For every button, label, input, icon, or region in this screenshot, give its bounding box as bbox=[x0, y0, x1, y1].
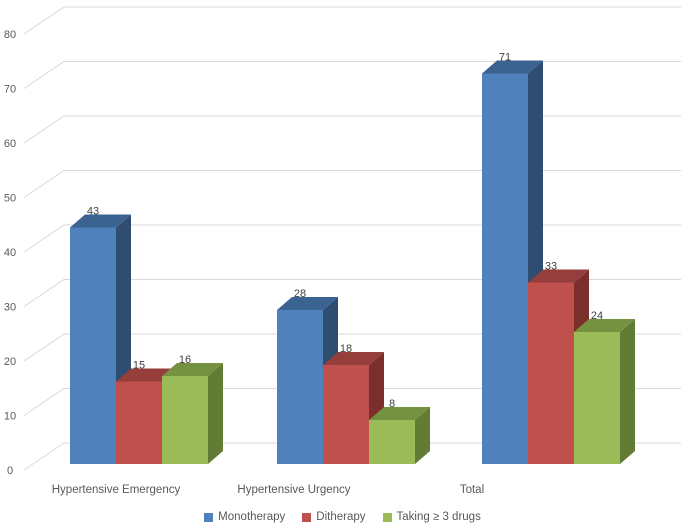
x-axis-category-label-0: Hypertensive Emergency bbox=[52, 484, 181, 496]
data-label-taking-3-drugs-0: 16 bbox=[179, 354, 191, 366]
bar-front-face bbox=[162, 376, 208, 464]
bar-taking-3-drugs-1: 8 bbox=[369, 398, 430, 464]
bar-top-face bbox=[482, 60, 543, 74]
bar-top-face bbox=[528, 269, 589, 283]
x-axis-category-label-2: Total bbox=[460, 484, 484, 496]
bar-front-face bbox=[482, 73, 528, 464]
bar-front-face bbox=[277, 310, 323, 464]
gridline-50 bbox=[23, 170, 681, 198]
y-axis-tick-label-20: 20 bbox=[4, 356, 16, 368]
gridline-70 bbox=[23, 61, 681, 89]
legend-marker-ditherapy bbox=[302, 512, 312, 522]
legend-item-taking-3-drugs: Taking ≥ 3 drugs bbox=[382, 511, 481, 523]
gridline-60 bbox=[23, 115, 681, 144]
bar-top-face bbox=[323, 352, 384, 365]
legend-marker-monotherapy bbox=[204, 512, 214, 522]
y-axis-tick-label-0: 0 bbox=[7, 465, 13, 477]
bar-top-face bbox=[277, 297, 338, 310]
bar-taking-3-drugs-2: 24 bbox=[574, 310, 635, 464]
legend-marker-taking-3-drugs bbox=[382, 512, 392, 522]
bar-side-face bbox=[208, 363, 223, 464]
bar-side-face bbox=[415, 407, 430, 464]
legend-item-ditherapy: Ditherapy bbox=[302, 511, 366, 523]
gridline-30 bbox=[23, 279, 681, 307]
y-axis-tick-label-70: 70 bbox=[4, 84, 16, 96]
data-label-monotherapy-1: 28 bbox=[294, 288, 306, 300]
bar-top-face bbox=[116, 368, 177, 382]
data-label-ditherapy-0: 15 bbox=[133, 360, 145, 372]
bar-side-face bbox=[620, 319, 635, 464]
y-axis-tick-label-50: 50 bbox=[4, 193, 16, 205]
legend-label-monotherapy: Monotherapy bbox=[218, 511, 286, 523]
bar-top-face bbox=[162, 363, 223, 376]
bar-front-face bbox=[574, 332, 620, 464]
bar-taking-3-drugs-0: 16 bbox=[162, 354, 223, 464]
bar-front-face bbox=[369, 420, 415, 464]
y-axis-tick-label-30: 30 bbox=[4, 302, 16, 314]
y-axis-tick-label-60: 60 bbox=[4, 138, 16, 150]
bar-front-face bbox=[70, 227, 116, 464]
gridline-80 bbox=[23, 6, 681, 35]
gridline-40 bbox=[23, 224, 681, 253]
bar-top-face bbox=[574, 319, 635, 332]
gridline-10 bbox=[23, 388, 681, 416]
data-label-monotherapy-2: 71 bbox=[499, 52, 511, 64]
legend-label-taking-3-drugs: Taking ≥ 3 drugs bbox=[396, 511, 481, 523]
data-label-taking-3-drugs-1: 8 bbox=[389, 398, 395, 410]
legend-item-monotherapy: Monotherapy bbox=[204, 511, 285, 523]
y-axis-tick-label-40: 40 bbox=[4, 247, 16, 259]
chart-legend: Monotherapy Ditherapy Taking ≥ 3 drugs bbox=[0, 511, 685, 523]
data-label-ditherapy-1: 18 bbox=[340, 343, 352, 355]
bar-top-face bbox=[70, 214, 131, 228]
y-axis-tick-label-10: 10 bbox=[4, 411, 16, 423]
data-label-taking-3-drugs-2: 24 bbox=[591, 310, 603, 322]
bar-front-face bbox=[528, 282, 574, 464]
data-label-monotherapy-0: 43 bbox=[87, 206, 99, 218]
y-axis-tick-label-80: 80 bbox=[4, 29, 16, 41]
x-axis-category-label-1: Hypertensive Urgency bbox=[237, 484, 350, 496]
bar-front-face bbox=[323, 365, 369, 464]
gridline-0 bbox=[23, 442, 681, 471]
bar-front-face bbox=[116, 381, 162, 464]
legend-label-ditherapy: Ditherapy bbox=[316, 511, 366, 523]
gridline-20 bbox=[23, 333, 681, 362]
data-label-ditherapy-2: 33 bbox=[545, 261, 557, 273]
bar-top-face bbox=[369, 407, 430, 420]
